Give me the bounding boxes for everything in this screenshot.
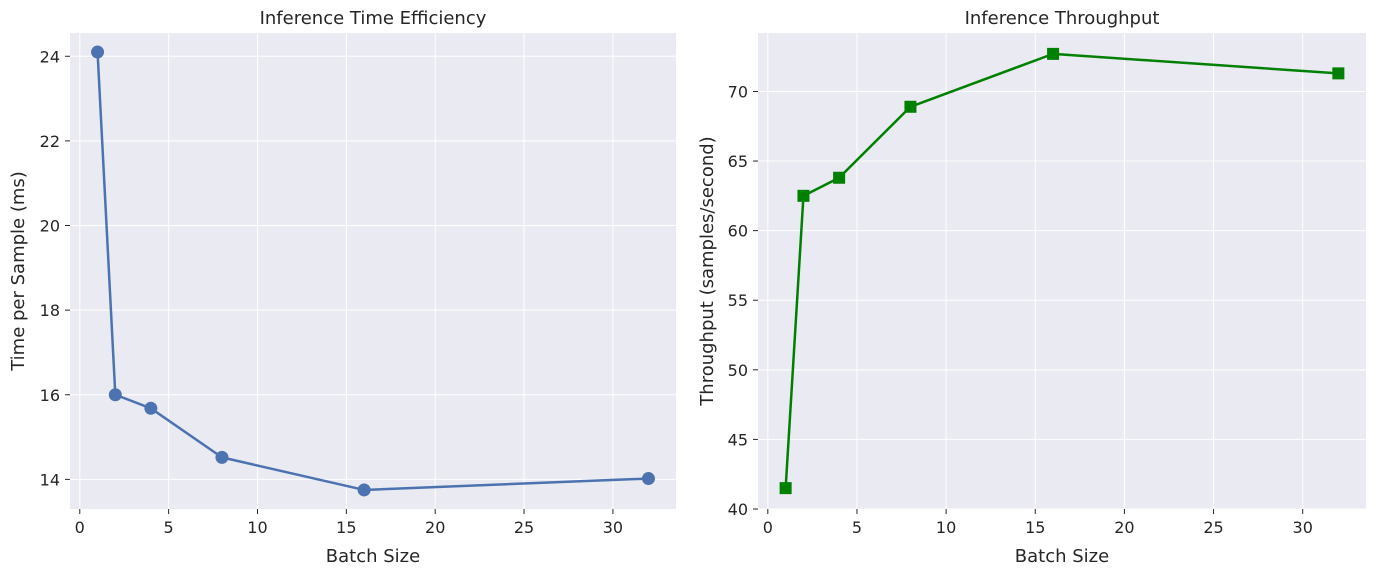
y-tick-label: 16 <box>40 386 60 405</box>
x-tick-label: 10 <box>247 518 267 537</box>
plot-area <box>758 33 1366 509</box>
y-tick-label: 55 <box>728 291 748 310</box>
x-axis-title: Batch Size <box>1015 546 1109 567</box>
data-point <box>1047 47 1060 60</box>
y-axis-title: Throughput (samples/second) <box>697 136 718 406</box>
y-tick-label: 60 <box>728 222 748 241</box>
chart-title: Inference Throughput <box>965 8 1160 29</box>
x-tick-label: 15 <box>1025 518 1045 537</box>
data-point <box>904 100 917 113</box>
y-tick-label: 14 <box>40 470 60 489</box>
throughput-chart: 0 5 10 15 20 25 30 40 45 50 55 60 65 70 Inference Thr… <box>697 8 1366 567</box>
y-tick-label: 24 <box>40 47 60 66</box>
series-line <box>96 51 649 492</box>
y-tick-label: 65 <box>728 152 748 171</box>
time-efficiency-chart: 0 5 10 15 20 25 30 14 16 18 20 22 24 Inference Time … <box>8 8 676 567</box>
x-tick-label: 25 <box>1203 518 1223 537</box>
series-layer <box>779 47 1345 495</box>
y-tick-label: 50 <box>728 361 748 380</box>
y-tick-label: 40 <box>728 500 748 519</box>
x-tick-label: 5 <box>852 518 862 537</box>
data-point <box>357 483 371 497</box>
x-tick-label: 5 <box>164 518 174 537</box>
data-point <box>1332 67 1345 80</box>
y-tick-label: 70 <box>728 82 748 101</box>
tick-layer: 0 5 10 15 20 25 30 14 16 18 20 22 24 <box>40 47 623 537</box>
y-axis-title: Time per Sample (ms) <box>8 171 29 372</box>
data-point <box>91 45 105 59</box>
x-tick-label: 0 <box>763 518 773 537</box>
grid <box>758 33 1366 510</box>
x-tick-label: 10 <box>936 518 956 537</box>
data-point <box>215 450 229 464</box>
y-tick-label: 18 <box>40 301 60 320</box>
y-tick-label: 45 <box>728 430 748 449</box>
x-tick-label: 30 <box>1293 518 1313 537</box>
y-tick-label: 20 <box>40 217 60 236</box>
plot-area <box>70 33 676 509</box>
data-point <box>779 482 792 495</box>
data-point <box>833 171 846 184</box>
grid <box>70 33 676 509</box>
data-point <box>641 472 655 486</box>
series-layer <box>91 45 655 497</box>
x-tick-label: 15 <box>336 518 356 537</box>
x-tick-label: 20 <box>425 518 445 537</box>
y-tick-label: 22 <box>40 132 60 151</box>
tick-layer: 0 5 10 15 20 25 30 40 45 50 55 60 65 70 <box>728 82 1313 537</box>
x-axis-title: Batch Size <box>326 546 420 567</box>
x-tick-label: 0 <box>75 518 85 537</box>
series-line <box>784 52 1339 489</box>
x-tick-label: 20 <box>1114 518 1134 537</box>
data-point <box>144 401 158 415</box>
x-tick-label: 30 <box>603 518 623 537</box>
x-tick-label: 25 <box>514 518 534 537</box>
data-point <box>797 189 810 202</box>
chart-title: Inference Time Efficiency <box>260 8 487 29</box>
data-point <box>108 388 122 402</box>
